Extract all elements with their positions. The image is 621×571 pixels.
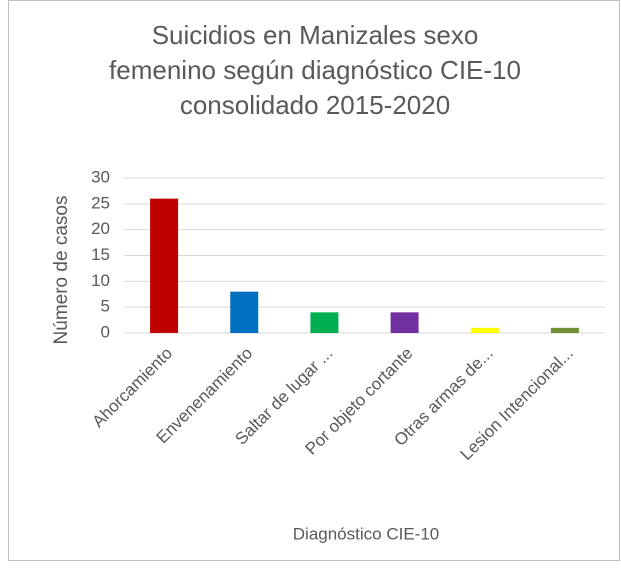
bar bbox=[310, 312, 339, 333]
y-tick-label: 5 bbox=[101, 297, 110, 316]
y-tick-label: 0 bbox=[101, 322, 110, 341]
y-tick-label: 20 bbox=[91, 219, 110, 238]
y-axis-title: Número de casos bbox=[51, 196, 72, 345]
bar bbox=[230, 291, 259, 333]
bar bbox=[390, 312, 419, 333]
x-tick-label: Ahorcamiento bbox=[88, 344, 176, 432]
y-tick-label: 30 bbox=[91, 167, 110, 186]
y-tick-label: 25 bbox=[91, 193, 110, 212]
bar bbox=[550, 327, 579, 333]
chart-title: Suicidios en Manizales sexo femenino seg… bbox=[109, 20, 521, 120]
bar bbox=[470, 327, 499, 333]
y-tick-label: 15 bbox=[91, 245, 110, 264]
bar bbox=[150, 198, 179, 333]
x-axis-title: Diagnóstico CIE-10 bbox=[293, 524, 439, 543]
y-tick-label: 10 bbox=[91, 271, 110, 290]
chart-border bbox=[8, 0, 620, 561]
